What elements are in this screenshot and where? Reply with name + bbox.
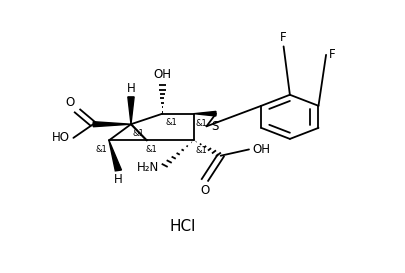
Text: H: H [114, 173, 122, 186]
Text: H: H [126, 82, 135, 95]
Text: &1: &1 [132, 129, 144, 138]
Text: &1: &1 [195, 146, 207, 155]
Polygon shape [109, 140, 121, 171]
Text: O: O [200, 184, 209, 197]
Text: &1: &1 [145, 145, 156, 154]
Text: HO: HO [52, 131, 70, 144]
Text: &1: &1 [195, 119, 207, 128]
Text: F: F [328, 48, 335, 61]
Polygon shape [93, 122, 131, 127]
Polygon shape [128, 97, 134, 124]
Text: H₂N: H₂N [137, 161, 159, 174]
Text: OH: OH [252, 143, 269, 156]
Text: S: S [211, 120, 218, 133]
Polygon shape [194, 111, 215, 116]
Text: O: O [65, 96, 74, 109]
Text: OH: OH [153, 68, 171, 81]
Text: F: F [279, 31, 286, 44]
Text: HCl: HCl [169, 219, 196, 234]
Text: &1: &1 [96, 145, 107, 154]
Text: &1: &1 [165, 118, 177, 127]
